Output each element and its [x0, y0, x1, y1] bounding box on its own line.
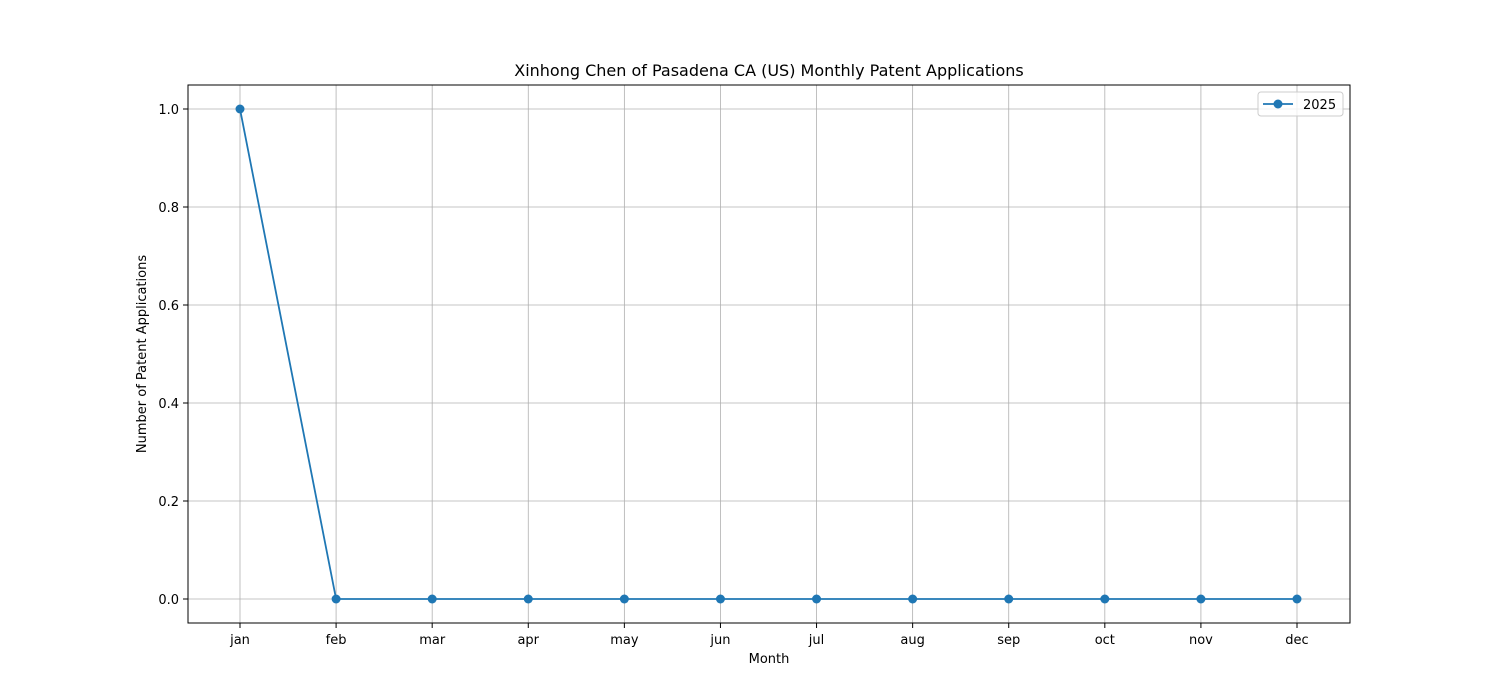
x-axis-label: Month: [749, 652, 790, 667]
x-tick-label: feb: [326, 633, 347, 648]
plot-frame: [188, 85, 1350, 623]
x-tick-label: apr: [517, 633, 539, 648]
data-point-oct: [1100, 595, 1109, 604]
chart-title: Xinhong Chen of Pasadena CA (US) Monthly…: [514, 61, 1024, 80]
y-tick-label: 0.6: [158, 299, 179, 314]
y-tick-label: 0.8: [158, 201, 179, 216]
legend-marker-icon: [1274, 100, 1283, 109]
legend: 2025: [1258, 92, 1343, 116]
x-ticks: jan feb mar apr may jun jul aug sep oct nov dec: [229, 623, 1309, 648]
x-tick-label: oct: [1095, 633, 1115, 648]
data-point-sep: [1004, 595, 1013, 604]
legend-label-2025: 2025: [1303, 98, 1336, 113]
grid-layer: [188, 85, 1350, 623]
y-tick-label: 1.0: [158, 103, 179, 118]
x-tick-label: may: [610, 633, 639, 648]
x-tick-label: mar: [419, 633, 446, 648]
data-point-may: [620, 595, 629, 604]
data-point-dec: [1293, 595, 1302, 604]
data-point-apr: [524, 595, 533, 604]
x-tick-label: jan: [229, 633, 250, 648]
x-tick-label: dec: [1285, 633, 1308, 648]
x-tick-label: sep: [997, 633, 1020, 648]
x-tick-label: nov: [1189, 633, 1213, 648]
y-tick-label: 0.2: [158, 495, 179, 510]
data-point-nov: [1196, 595, 1205, 604]
data-point-mar: [428, 595, 437, 604]
y-axis-label: Number of Patent Applications: [135, 255, 150, 453]
data-point-jan: [236, 105, 245, 114]
y-ticks: 0.0 0.2 0.4 0.6 0.8 1.0: [158, 103, 188, 608]
data-point-jul: [812, 595, 821, 604]
series-line-2025: [240, 109, 1297, 599]
y-tick-label: 0.0: [158, 593, 179, 608]
x-tick-label: aug: [900, 633, 924, 648]
series-layer: [236, 105, 1302, 604]
data-point-feb: [332, 595, 341, 604]
x-tick-label: jun: [709, 633, 730, 648]
data-point-jun: [716, 595, 725, 604]
x-tick-label: jul: [808, 633, 824, 648]
data-point-aug: [908, 595, 917, 604]
y-tick-label: 0.4: [158, 397, 179, 412]
